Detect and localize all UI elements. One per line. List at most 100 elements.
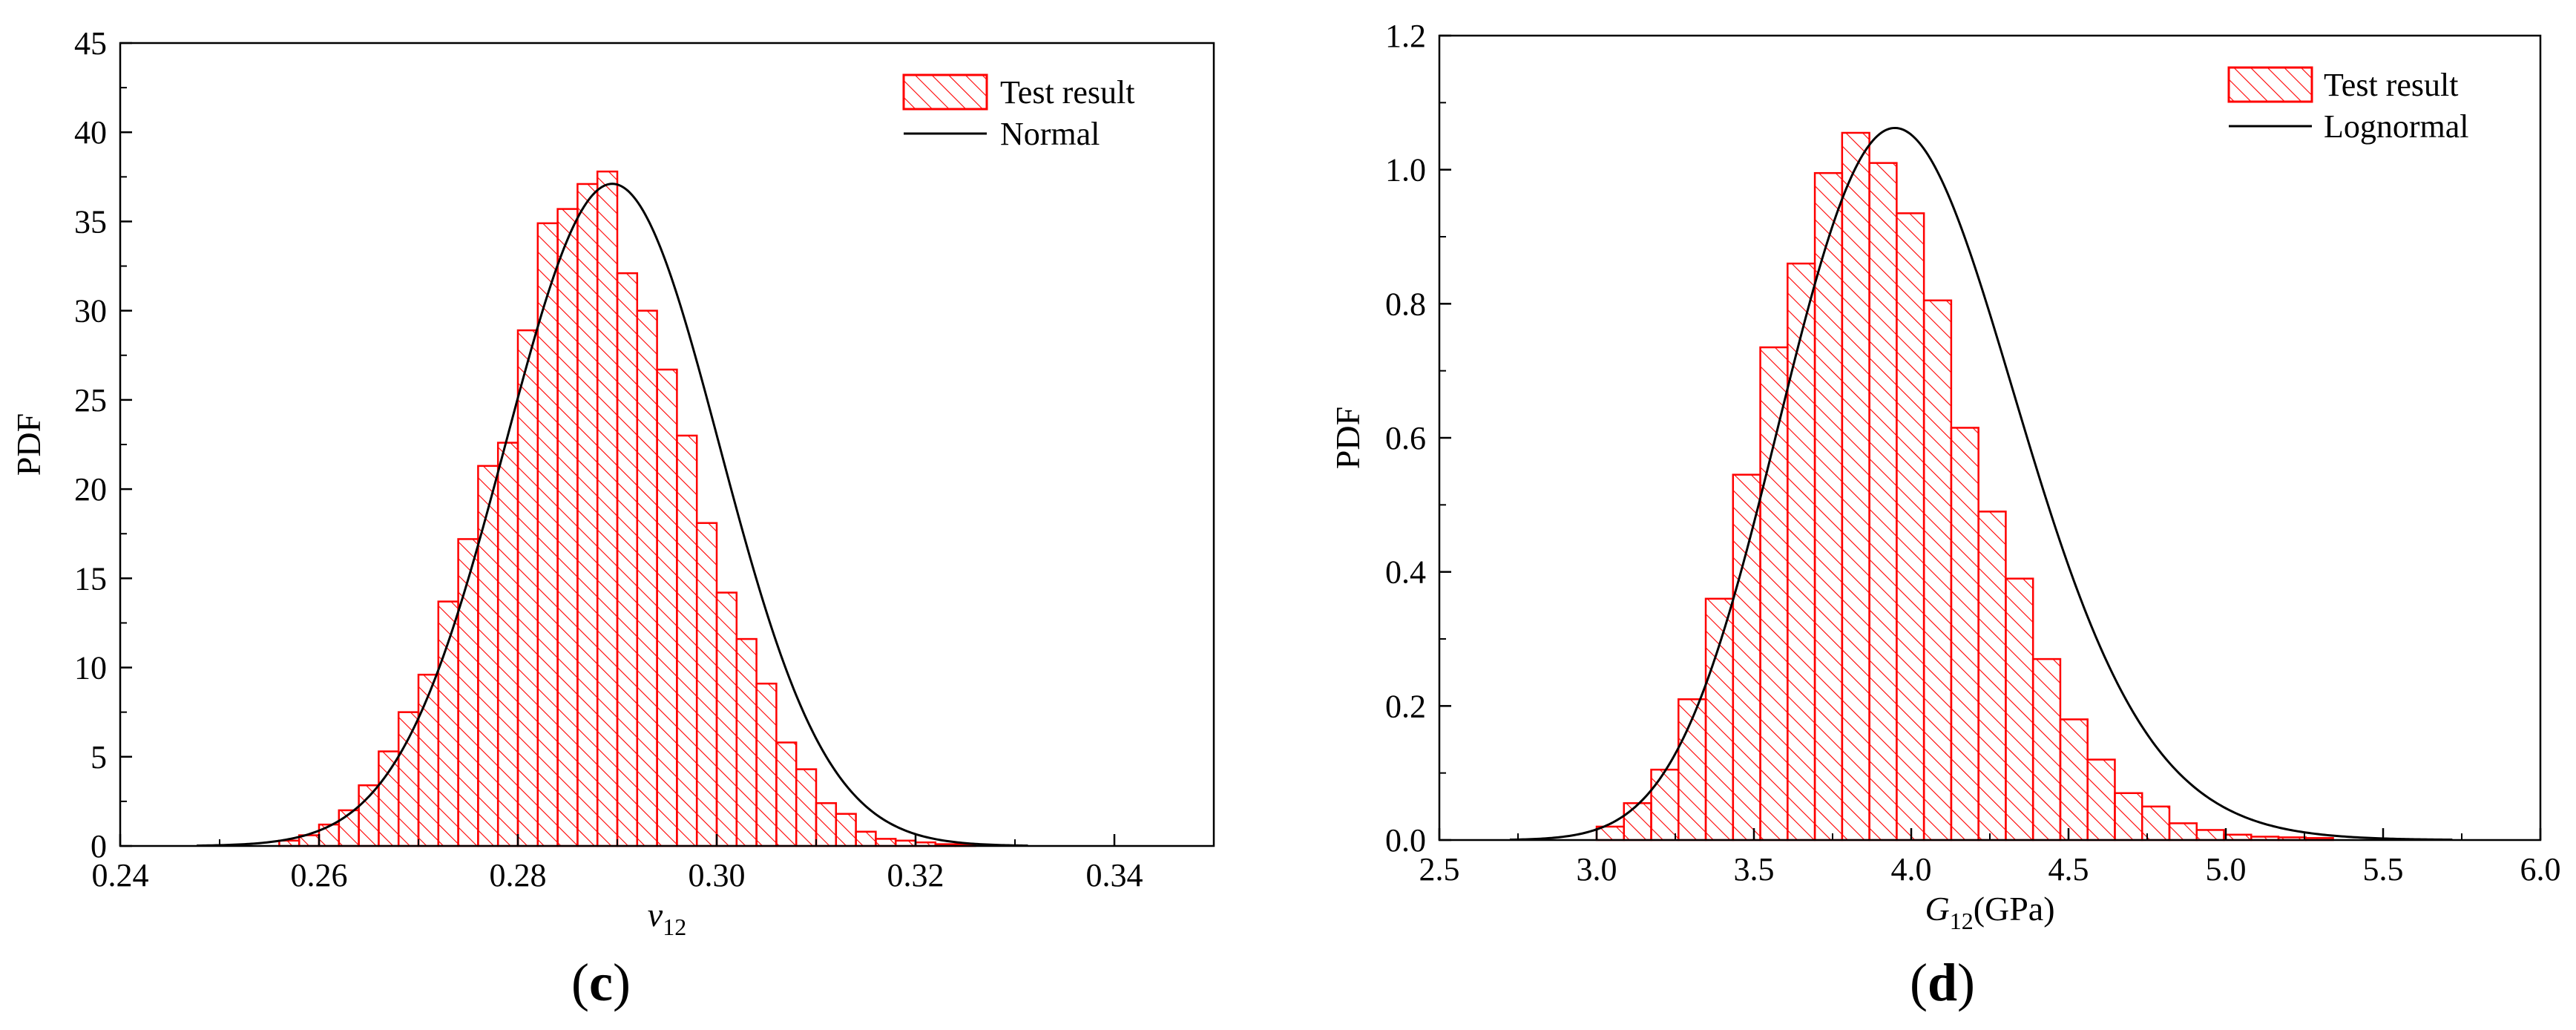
panel-d-bar xyxy=(2114,792,2143,842)
panel-c-y-tick-labels: 0 5 10 15 20 25 30 35 40 45 xyxy=(74,25,107,865)
panel-d-x-axis-label-main: G xyxy=(1925,890,1949,928)
panel-c-bar xyxy=(457,538,479,847)
panel-c-bar xyxy=(378,750,400,847)
panel-c-bar xyxy=(596,170,619,847)
panel-c-bar xyxy=(875,838,897,847)
panel-d-y-tick-labels: 0.0 0.2 0.4 0.6 0.8 1.0 1.2 xyxy=(1385,18,1426,859)
panel-d-bar xyxy=(1896,212,1925,842)
panel-d-y-tick-label: 0.4 xyxy=(1385,554,1426,591)
panel-c-bar xyxy=(397,711,420,847)
panel-d-legend-bars-label: Test result xyxy=(2324,67,2458,103)
panel-d-x-tick-label: 4.5 xyxy=(2048,851,2089,888)
panel-d-x-tick-label: 5.5 xyxy=(2363,851,2404,888)
panel-d-y-tick-label: 0.0 xyxy=(1385,822,1426,859)
panel-c-bar xyxy=(775,741,798,847)
panel-c-x-tick-label: 0.32 xyxy=(887,857,944,893)
panel-c-bar xyxy=(338,809,360,847)
panel-d-curve-layer xyxy=(1509,126,2453,842)
panel-c-y-tick-label: 15 xyxy=(74,560,107,597)
panel-c-bar xyxy=(735,637,758,847)
panel-d-bar xyxy=(2086,758,2116,842)
panel-d-x-axis-label-sub: 12 xyxy=(1950,908,1974,934)
panel-d-bar xyxy=(1841,131,1870,842)
panel-d-x-tick-labels: 2.5 3.0 3.5 4.0 4.5 5.0 5.5 6.0 xyxy=(1419,851,2561,888)
panel-c-bar xyxy=(755,682,778,847)
panel-c-x-axis-label: v12 xyxy=(648,896,686,940)
panel-d-bar xyxy=(1977,511,2007,842)
panel-c-y-tick-label: 45 xyxy=(74,25,107,62)
panel-c-x-tick-label: 0.30 xyxy=(689,857,746,893)
panel-d-legend: Test result Lognormal xyxy=(2227,66,2469,145)
panel-c-bar xyxy=(358,784,380,847)
panel-d-y-tick-label: 0.8 xyxy=(1385,286,1426,322)
panel-c-x-tick-label: 0.34 xyxy=(1086,857,1143,893)
panel-c-x-tick-label: 0.28 xyxy=(490,857,547,893)
panel-c-bar xyxy=(616,272,639,847)
panel-d-ticks xyxy=(1438,34,2542,842)
panel-c-y-tick-label: 5 xyxy=(91,739,107,775)
panel-d-bar xyxy=(1623,802,1652,842)
panel-c-bar xyxy=(636,309,658,847)
panel-c-bar xyxy=(417,673,440,847)
panel-c-legend-bars-swatch xyxy=(902,73,988,111)
panel-d-y-tick-label: 0.2 xyxy=(1385,688,1426,724)
panel-d-bar xyxy=(2168,822,2198,842)
panel-c-legend: Test result Normal xyxy=(902,73,1134,152)
panel-d-x-axis-label-suffix: (GPa) xyxy=(1974,890,2055,928)
panel-c-bar xyxy=(318,823,341,847)
panel-c-y-tick-label: 20 xyxy=(74,471,107,508)
panel-c-x-tick-label: 0.26 xyxy=(291,857,348,893)
panel-d-caption: (d) xyxy=(1910,953,1975,1012)
panel-c-bar xyxy=(477,465,499,847)
panel-c-y-tick-label: 40 xyxy=(74,114,107,151)
panel-c-bar xyxy=(516,329,539,847)
panel-d-y-tick-label: 1.0 xyxy=(1385,152,1426,188)
panel-c-curve-layer xyxy=(197,183,1028,847)
panel-c-bar xyxy=(437,600,459,847)
panel-c-bars xyxy=(278,170,976,847)
panel-d-bar xyxy=(1787,262,1816,842)
panel-d-y-tick-label: 1.2 xyxy=(1385,18,1426,54)
panel-c-x-axis-label-main: v xyxy=(648,896,663,934)
panel-c-bar xyxy=(536,222,559,847)
panel-c-bar xyxy=(815,802,838,847)
panel-d-bar xyxy=(1868,162,1898,842)
panel-c-x-axis-label-sub: 12 xyxy=(663,913,686,940)
panel-c-caption-letter: c xyxy=(589,953,613,1012)
panel-d-chart: 2.5 3.0 3.5 4.0 4.5 5.0 5.5 6.0 0.0 0.2 0.4 0.6 0.8… xyxy=(1329,18,2561,1012)
panel-d-bar xyxy=(2140,805,2171,842)
panel-d-legend-curve-label: Lognormal xyxy=(2324,108,2469,145)
panel-d-bar xyxy=(2031,657,2062,842)
panel-c-bar xyxy=(656,368,678,847)
panel-c-bar xyxy=(676,434,698,847)
panel-c-chart: 0.24 0.26 0.28 0.30 0.32 0.34 0 5 10 15 20 25 30 35 4… xyxy=(10,25,1215,1012)
panel-d-bar xyxy=(2195,829,2225,842)
panel-c-ticks xyxy=(119,42,1116,847)
panel-c-y-tick-label: 0 xyxy=(91,828,107,865)
panel-d-x-tick-label: 5.0 xyxy=(2206,851,2247,888)
panel-c-y-tick-label: 10 xyxy=(74,650,107,686)
panel-c-bar xyxy=(795,768,818,847)
panel-c-fit-curve xyxy=(197,183,1028,847)
panel-c-bar xyxy=(835,813,857,847)
panel-c-bar xyxy=(556,208,579,847)
panel-c-bar xyxy=(695,522,718,847)
panel-c-bar xyxy=(715,591,738,847)
panel-c-y-tick-label: 35 xyxy=(74,203,107,240)
panel-c-legend-curve-label: Normal xyxy=(1000,116,1100,152)
panel-d-bar xyxy=(1704,597,1735,842)
panel-d-bar xyxy=(1950,427,1979,842)
panel-d-caption-letter: d xyxy=(1928,953,1957,1012)
panel-c-x-tick-label: 0.24 xyxy=(92,857,149,893)
panel-d-bar xyxy=(1732,473,1761,842)
panel-d-x-tick-label: 3.0 xyxy=(1577,851,1617,888)
panel-d-x-axis-label: G12(GPa) xyxy=(1925,890,2054,934)
panel-c-legend-bars-label: Test result xyxy=(1000,74,1134,111)
panel-d-x-tick-label: 2.5 xyxy=(1419,851,1460,888)
panel-c-y-tick-label: 25 xyxy=(74,382,107,419)
panel-d-x-tick-label: 4.0 xyxy=(1891,851,1932,888)
panel-c-y-tick-label: 30 xyxy=(74,293,107,329)
panel-c-y-axis-label: PDF xyxy=(10,413,47,476)
panel-d-x-tick-label: 6.0 xyxy=(2520,851,2561,888)
